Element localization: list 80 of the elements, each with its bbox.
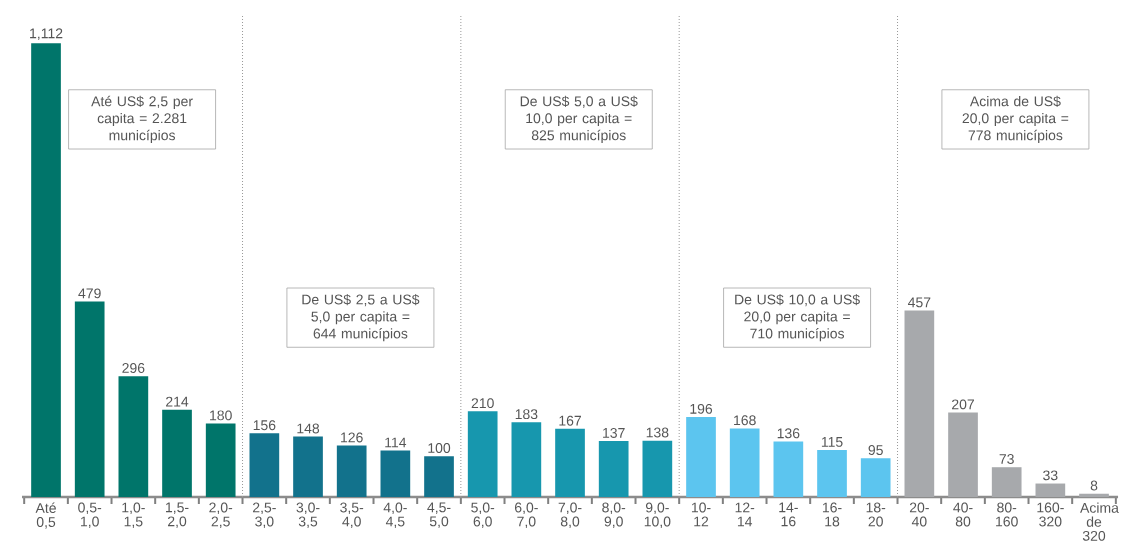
bar <box>205 423 236 497</box>
x-tick-label: 4,0-4,5 <box>383 502 407 529</box>
data-label: 73 <box>999 454 1014 465</box>
bar <box>249 433 280 497</box>
annotation: De US$ 5,0 a US$ 10,0 per capita = 825 municípios <box>520 95 638 144</box>
data-label: 126 <box>341 432 363 443</box>
data-label: 114 <box>385 437 407 448</box>
bar <box>904 310 935 497</box>
bar <box>162 409 192 497</box>
x-tick-label: 12-14 <box>735 502 755 527</box>
data-label: 180 <box>210 410 232 421</box>
x-tick-label: Acima de 320 <box>1080 502 1119 541</box>
x-tick-label: 1,0-1,5 <box>122 502 145 529</box>
x-tick-label: 16-18 <box>822 502 842 527</box>
x-tick-label: 1,5-2,0 <box>166 502 189 528</box>
bar <box>948 412 978 497</box>
annotation: De US$ 10,0 a US$ 20,0 per capita = 710 municípios <box>735 294 860 342</box>
x-tick-label: 14-16 <box>779 502 798 527</box>
bar <box>555 428 585 497</box>
x-tick-label: 6,0-7,0 <box>515 502 538 529</box>
bar <box>729 428 760 497</box>
data-label: 296 <box>122 363 145 373</box>
x-tick-label: 0,5-1,0 <box>78 502 102 529</box>
x-tick-label: 10-12 <box>691 502 711 527</box>
data-label: 148 <box>297 423 320 434</box>
data-label: 33 <box>1043 470 1058 481</box>
data-label: 214 <box>166 396 189 407</box>
bar <box>74 301 105 497</box>
data-label: 115 <box>821 437 843 447</box>
bar <box>118 376 149 497</box>
x-tick-label: 9,0-10,0 <box>644 502 671 529</box>
x-tick-label: 7,0-8,0 <box>558 502 582 529</box>
bar <box>860 458 891 497</box>
x-tick-label: 20-40 <box>909 502 929 527</box>
x-tick-label: 4,5-5,0 <box>427 502 451 528</box>
data-label: 168 <box>734 415 756 426</box>
annotation: De US$ 2,5 a US$ 5,0 per capita = 644 municípios <box>302 294 420 342</box>
x-tick-label: 3,0-3,5 <box>296 502 320 529</box>
bar <box>293 436 323 497</box>
x-tick-label: 3,5-4,0 <box>340 502 364 529</box>
data-label: 479 <box>78 288 101 299</box>
x-tick-label: 5,0-6,0 <box>471 502 495 529</box>
bar <box>380 450 411 497</box>
bar <box>642 440 673 497</box>
data-label: 207 <box>952 399 974 410</box>
data-label: 196 <box>690 403 713 414</box>
data-label: 136 <box>777 428 800 439</box>
bar <box>991 467 1022 497</box>
data-label: 95 <box>868 445 883 456</box>
annotation: Acima de US$ 20,0 per capita = 778 municípios <box>962 95 1069 144</box>
bar <box>511 422 542 497</box>
data-label: 457 <box>907 297 931 308</box>
data-label: 183 <box>515 409 538 420</box>
data-label: 137 <box>603 427 625 438</box>
data-label: 100 <box>428 443 451 453</box>
bar <box>336 445 367 497</box>
bar <box>424 456 454 497</box>
data-label: 210 <box>471 398 494 409</box>
bar <box>686 417 716 497</box>
x-tick-label: 160-320 <box>1037 502 1064 527</box>
data-label: 156 <box>253 420 276 431</box>
data-label: 167 <box>559 415 581 426</box>
annotation: Até US$ 2,5 per capita = 2.281 municípios <box>91 95 193 144</box>
data-label: 1,112 <box>30 28 63 40</box>
x-tick-label: 2,5-3,0 <box>253 502 276 529</box>
x-tick-label: 8,0-9,0 <box>602 502 626 529</box>
x-tick-label: 40-80 <box>953 502 973 527</box>
x-tick-label: Até 0,5 <box>35 502 56 529</box>
data-label: 8 <box>1090 480 1098 491</box>
bar <box>817 450 847 497</box>
bar <box>1035 483 1066 497</box>
data-label: 138 <box>646 427 669 438</box>
x-tick-label: 2,0-2,5 <box>209 502 233 529</box>
bar <box>773 441 804 497</box>
x-tick-label: 18-20 <box>866 502 886 527</box>
bar <box>467 411 498 497</box>
bar <box>598 441 629 497</box>
bar <box>31 43 61 497</box>
x-tick-label: 80-160 <box>996 502 1018 527</box>
bar <box>1079 493 1109 497</box>
